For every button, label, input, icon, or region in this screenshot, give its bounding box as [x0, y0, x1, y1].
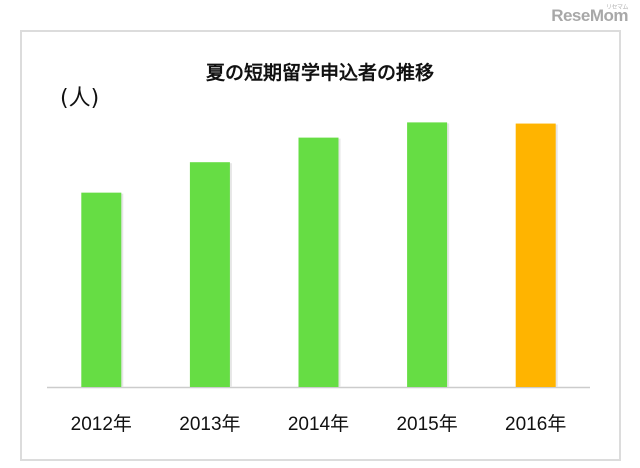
- bar-3: [407, 122, 448, 388]
- x-tick-label: 2013年: [179, 413, 240, 435]
- x-tick-label: 2015年: [396, 413, 457, 435]
- resemom-logo-kana: リセマム: [605, 5, 629, 11]
- bar-0: [81, 192, 122, 387]
- chart-title: 夏の短期留学申込者の推移: [205, 62, 434, 84]
- x-tick-label: 2012年: [71, 413, 132, 435]
- resemom-logo: ReseMom リセマム: [551, 5, 628, 26]
- y-axis-unit-label: (人): [60, 86, 100, 111]
- bar-4: [515, 123, 556, 387]
- x-tick-label: 2016年: [505, 413, 566, 435]
- bar-1: [189, 162, 230, 387]
- bar-2: [298, 137, 339, 387]
- x-tick-label: 2014年: [288, 413, 349, 435]
- resemom-logo-text: ReseMom: [551, 6, 628, 25]
